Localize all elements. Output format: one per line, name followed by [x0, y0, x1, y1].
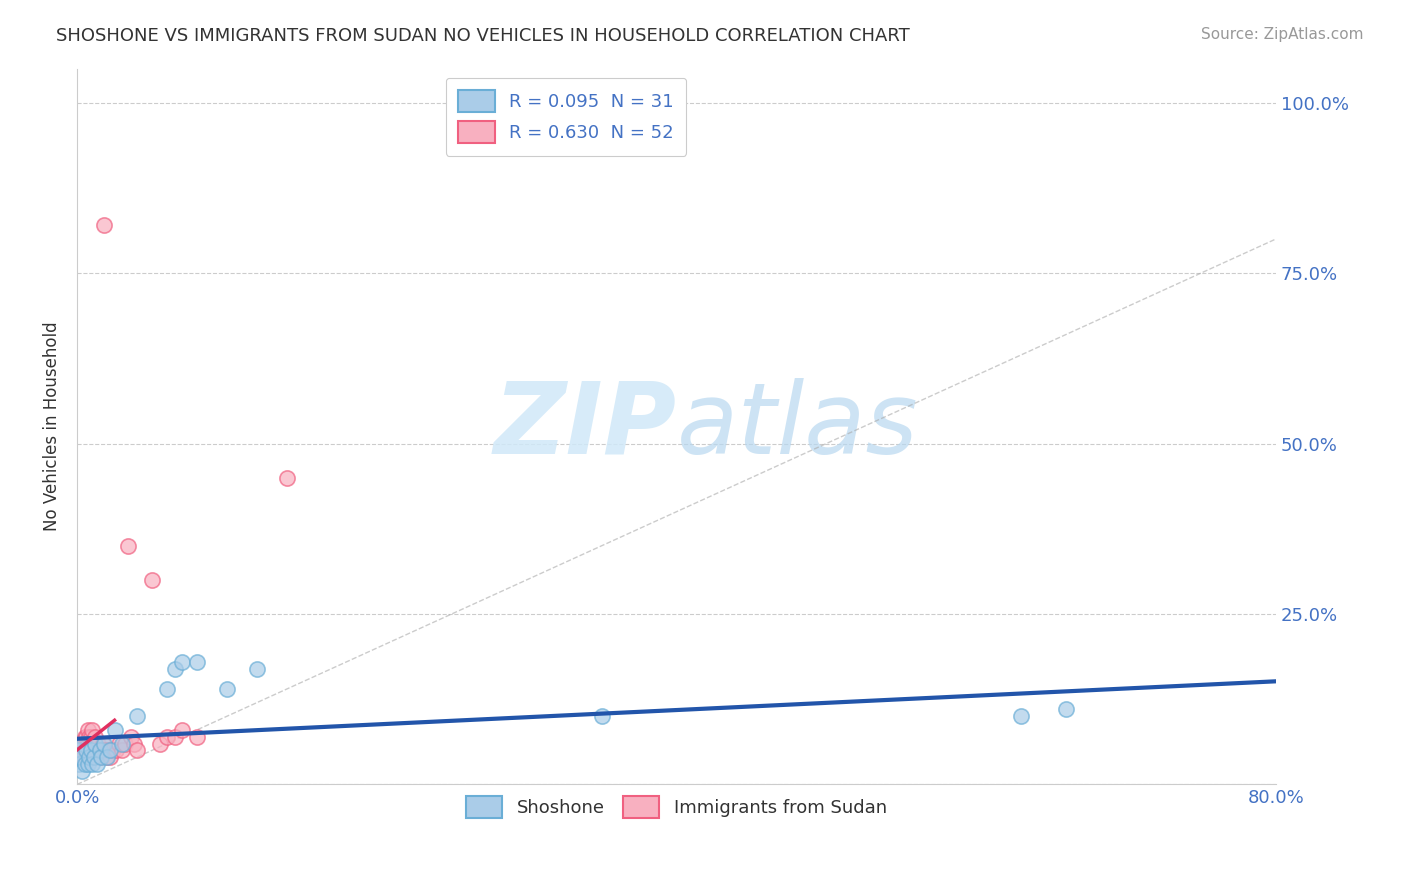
Point: [103, 723, 125, 737]
Point: [72, 750, 94, 764]
Point: [66, 750, 89, 764]
Point: [79, 743, 101, 757]
Point: [69, 743, 91, 757]
Point: [170, 723, 193, 737]
Point: [98, 743, 121, 757]
Point: [66, 743, 89, 757]
Text: atlas: atlas: [676, 378, 918, 475]
Point: [93, 743, 115, 757]
Point: [72, 737, 94, 751]
Point: [125, 743, 148, 757]
Point: [148, 737, 170, 751]
Point: [215, 681, 238, 696]
Point: [87, 737, 110, 751]
Point: [84, 737, 107, 751]
Point: [86, 756, 108, 771]
Point: [93, 219, 115, 233]
Point: [101, 743, 124, 757]
Point: [86, 743, 108, 757]
Point: [77, 743, 100, 757]
Point: [67, 743, 90, 757]
Point: [186, 730, 208, 744]
Point: [69, 750, 91, 764]
Point: [94, 750, 117, 764]
Text: ZIP: ZIP: [494, 378, 676, 475]
Point: [70, 764, 93, 778]
Point: [97, 743, 120, 757]
Point: [69, 750, 91, 764]
Text: SHOSHONE VS IMMIGRANTS FROM SUDAN NO VEHICLES IN HOUSEHOLD CORRELATION CHART: SHOSHONE VS IMMIGRANTS FROM SUDAN NO VEH…: [56, 27, 910, 45]
Point: [84, 730, 107, 744]
Point: [156, 681, 179, 696]
Point: [591, 709, 613, 723]
Point: [72, 737, 94, 751]
Point: [108, 737, 131, 751]
Point: [105, 743, 128, 757]
Point: [91, 737, 114, 751]
Point: [70, 737, 93, 751]
Point: [89, 743, 111, 757]
Point: [89, 750, 111, 764]
Point: [66, 743, 89, 757]
Point: [141, 573, 163, 587]
Point: [125, 709, 148, 723]
Point: [67, 756, 90, 771]
Point: [163, 730, 186, 744]
Point: [80, 756, 103, 771]
Point: [98, 750, 121, 764]
Point: [1054, 702, 1077, 716]
Point: [76, 723, 98, 737]
Point: [75, 730, 97, 744]
Point: [83, 750, 105, 764]
Point: [170, 655, 193, 669]
Text: Source: ZipAtlas.com: Source: ZipAtlas.com: [1201, 27, 1364, 42]
Point: [73, 730, 96, 744]
Point: [93, 737, 115, 751]
Point: [111, 737, 134, 751]
Point: [73, 743, 96, 757]
Point: [96, 743, 118, 757]
Point: [90, 743, 112, 757]
Point: [186, 655, 208, 669]
Point: [120, 730, 142, 744]
Legend: Shoshone, Immigrants from Sudan: Shoshone, Immigrants from Sudan: [460, 789, 894, 825]
Point: [73, 756, 96, 771]
Point: [246, 661, 269, 675]
Point: [83, 737, 105, 751]
Point: [114, 737, 136, 751]
Point: [75, 743, 97, 757]
Point: [79, 743, 101, 757]
Point: [75, 743, 97, 757]
Point: [163, 661, 186, 675]
Point: [80, 737, 103, 751]
Point: [67, 750, 90, 764]
Point: [111, 743, 134, 757]
Point: [276, 470, 298, 484]
Point: [96, 750, 118, 764]
Point: [122, 737, 145, 751]
Point: [77, 730, 100, 744]
Y-axis label: No Vehicles in Household: No Vehicles in Household: [44, 322, 60, 532]
Point: [79, 730, 101, 744]
Point: [1010, 709, 1032, 723]
Point: [77, 750, 100, 764]
Point: [90, 750, 112, 764]
Point: [89, 743, 111, 757]
Point: [80, 723, 103, 737]
Point: [76, 756, 98, 771]
Point: [117, 539, 139, 553]
Point: [156, 730, 179, 744]
Point: [76, 737, 98, 751]
Point: [70, 743, 93, 757]
